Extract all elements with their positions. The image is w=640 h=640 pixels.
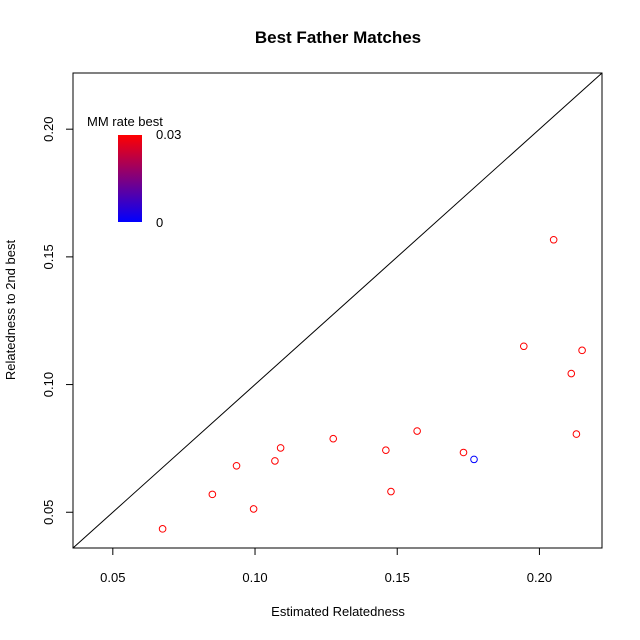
- color-legend: MM rate best 0.03 0: [87, 114, 181, 230]
- y-axis: 0.05 0.10 0.15 0.20: [41, 117, 74, 525]
- x-tick-label: 0.20: [527, 570, 552, 585]
- points-layer: [158, 235, 586, 533]
- data-point: [572, 430, 581, 438]
- y-tick-label: 0.15: [41, 244, 56, 269]
- y-tick-label: 0.10: [41, 372, 56, 397]
- data-point: [329, 434, 338, 443]
- x-tick-label: 0.05: [100, 570, 125, 585]
- legend-max-label: 0.03: [156, 127, 181, 142]
- data-point: [158, 525, 167, 533]
- data-point: [232, 461, 241, 470]
- legend-color-bar: [118, 135, 142, 222]
- y-tick-label: 0.20: [41, 117, 56, 142]
- data-point: [567, 369, 576, 378]
- x-axis: 0.05 0.10 0.15 0.20: [100, 547, 552, 585]
- data-point: [578, 346, 586, 355]
- data-point: [271, 457, 279, 465]
- y-tick-label: 0.05: [41, 500, 56, 525]
- data-point: [387, 487, 395, 496]
- data-point: [549, 235, 558, 244]
- data-point: [413, 427, 421, 435]
- data-point: [519, 342, 528, 351]
- chart-title: Best Father Matches: [255, 28, 421, 47]
- data-point: [470, 455, 478, 464]
- data-point: [459, 448, 468, 457]
- legend-title: MM rate best: [87, 114, 163, 129]
- y-axis-label: Relatedness to 2nd best: [3, 240, 18, 381]
- legend-min-label: 0: [156, 215, 163, 230]
- data-point: [249, 505, 258, 513]
- identity-reference-line: [72, 72, 603, 549]
- data-point: [208, 490, 217, 499]
- data-point: [382, 446, 390, 454]
- x-tick-label: 0.15: [385, 570, 410, 585]
- x-axis-label: Estimated Relatedness: [271, 604, 405, 619]
- x-tick-label: 0.10: [242, 570, 267, 585]
- data-point: [276, 444, 285, 452]
